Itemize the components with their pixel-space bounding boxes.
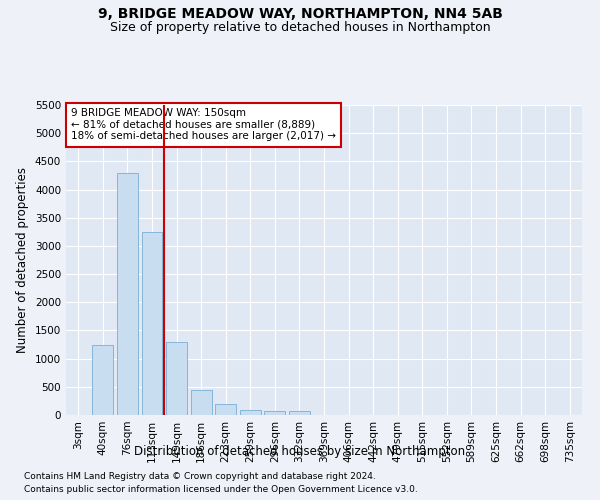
Bar [289,411,310,415]
Bar [240,410,261,415]
Y-axis label: Number of detached properties: Number of detached properties [16,167,29,353]
Bar [215,404,236,415]
Text: 9 BRIDGE MEADOW WAY: 150sqm
← 81% of detached houses are smaller (8,889)
18% of : 9 BRIDGE MEADOW WAY: 150sqm ← 81% of det… [71,108,336,142]
Text: Contains public sector information licensed under the Open Government Licence v3: Contains public sector information licen… [24,485,418,494]
Bar [191,390,212,415]
Text: Distribution of detached houses by size in Northampton: Distribution of detached houses by size … [134,444,466,458]
Bar [265,411,286,415]
Bar [92,344,113,415]
Text: Size of property relative to detached houses in Northampton: Size of property relative to detached ho… [110,22,490,35]
Bar [166,342,187,415]
Text: Contains HM Land Registry data © Crown copyright and database right 2024.: Contains HM Land Registry data © Crown c… [24,472,376,481]
Bar [117,172,138,415]
Bar [142,232,163,415]
Text: 9, BRIDGE MEADOW WAY, NORTHAMPTON, NN4 5AB: 9, BRIDGE MEADOW WAY, NORTHAMPTON, NN4 5… [98,8,502,22]
